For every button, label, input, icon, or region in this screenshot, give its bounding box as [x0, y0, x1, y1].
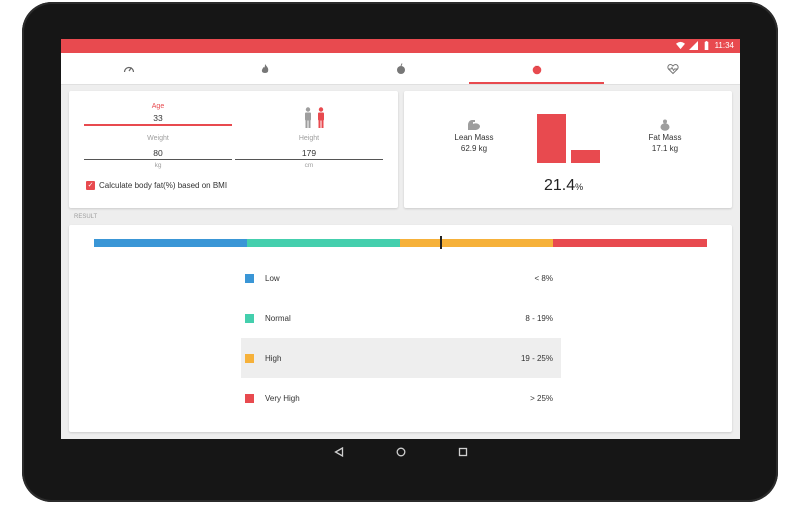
female-figure-icon[interactable] — [316, 107, 326, 129]
body-fat-scale — [94, 239, 707, 247]
input-card: Age 33 Weight 80 kg Height — [69, 91, 398, 208]
weight-underline — [84, 159, 232, 160]
fat-body-icon — [660, 119, 670, 131]
tab-speedometer[interactable] — [61, 53, 196, 84]
lean-mass-label: Lean Mass — [454, 133, 494, 142]
height-field[interactable]: Height 179 cm — [235, 135, 383, 169]
result-section-label: RESULT — [74, 214, 98, 220]
legend-row-very-high: Very High > 25% — [241, 378, 561, 418]
scale-segment-high — [400, 239, 553, 247]
weight-value[interactable]: 80 — [153, 148, 163, 158]
result-card: Low < 8% Normal 8 - 19% High 19 - 25% Ve… — [69, 225, 732, 432]
age-field[interactable]: Age 33 — [84, 103, 232, 126]
tab-flame[interactable] — [197, 53, 332, 84]
normal-swatch — [245, 313, 254, 323]
signal-icon — [688, 41, 698, 50]
normal-label: Normal — [265, 313, 291, 323]
bmi-checkbox[interactable]: ✓ — [86, 181, 95, 190]
tab-heartbeat[interactable] — [605, 53, 740, 84]
lean-mass-value: 62.9 kg — [460, 144, 488, 153]
active-tab-indicator — [469, 82, 604, 84]
battery-icon — [704, 41, 708, 50]
tab-tomato[interactable] — [469, 53, 604, 84]
body-fat-value: 21.4 — [544, 177, 576, 194]
tab-apple[interactable] — [333, 53, 468, 84]
flame-icon — [261, 63, 268, 73]
fat-mass-value: 17.1 kg — [651, 144, 679, 153]
back-icon[interactable] — [333, 447, 344, 457]
scale-segment-very-high — [553, 239, 707, 247]
bmi-checkbox-label: Calculate body fat(%) based on BMI — [99, 181, 228, 190]
navigation-bar — [61, 439, 740, 465]
body-fat-unit: % — [575, 182, 584, 192]
tomato-icon — [532, 65, 541, 74]
body-fat-percentage: 21.4% — [544, 177, 583, 195]
app-screen: 11:34 — [61, 39, 740, 439]
speedometer-icon — [123, 66, 134, 72]
muscle-arm-icon — [468, 120, 480, 130]
apple-icon — [396, 62, 405, 74]
legend-row-high: High 19 - 25% — [241, 338, 561, 378]
bmi-checkbox-row[interactable]: ✓ Calculate body fat(%) based on BMI — [86, 181, 227, 190]
scale-segment-normal — [247, 239, 400, 247]
recents-icon[interactable] — [458, 447, 468, 457]
wifi-icon — [675, 41, 685, 50]
low-label: Low — [265, 273, 280, 283]
status-bar: 11:34 — [61, 39, 740, 53]
weight-unit: kg — [154, 162, 162, 169]
male-figure-icon[interactable] — [303, 107, 313, 129]
home-icon[interactable] — [396, 447, 406, 457]
low-swatch — [245, 273, 254, 283]
scale-segment-low — [94, 239, 247, 247]
height-underline — [235, 159, 383, 160]
low-range: < 8% — [534, 273, 553, 283]
fat-mass-block: Fat Mass 17.1 kg — [635, 119, 695, 153]
fat-mass-bar — [571, 150, 600, 163]
normal-range: 8 - 19% — [525, 313, 553, 323]
heartbeat-icon — [666, 63, 679, 74]
lean-mass-bar — [537, 114, 566, 163]
high-range: 19 - 25% — [520, 353, 553, 363]
legend-row-normal: Normal 8 - 19% — [241, 298, 561, 338]
weight-field[interactable]: Weight 80 kg — [84, 135, 232, 169]
high-label: High — [265, 353, 282, 363]
gender-selector[interactable] — [303, 107, 326, 129]
tab-bar — [61, 53, 740, 85]
age-label: Age — [151, 103, 165, 110]
age-underline — [84, 124, 232, 126]
mass-card: Lean Mass 62.9 kg 21.4% Fat Mass 17.1 kg — [404, 91, 732, 208]
high-swatch — [245, 353, 254, 363]
height-unit: cm — [304, 162, 314, 169]
very-high-label: Very High — [265, 393, 300, 403]
height-value[interactable]: 179 — [301, 148, 317, 158]
status-time: 11:34 — [714, 41, 734, 50]
weight-label: Weight — [147, 135, 169, 142]
very-high-range: > 25% — [530, 393, 553, 403]
very-high-swatch — [245, 393, 254, 403]
legend-row-low: Low < 8% — [241, 258, 561, 298]
height-label: Height — [298, 135, 320, 142]
mass-bar-chart — [537, 114, 600, 163]
fat-mass-label: Fat Mass — [648, 133, 682, 142]
scale-marker — [440, 236, 442, 249]
lean-mass-block: Lean Mass 62.9 kg — [444, 119, 504, 153]
age-value[interactable]: 33 — [153, 113, 163, 123]
